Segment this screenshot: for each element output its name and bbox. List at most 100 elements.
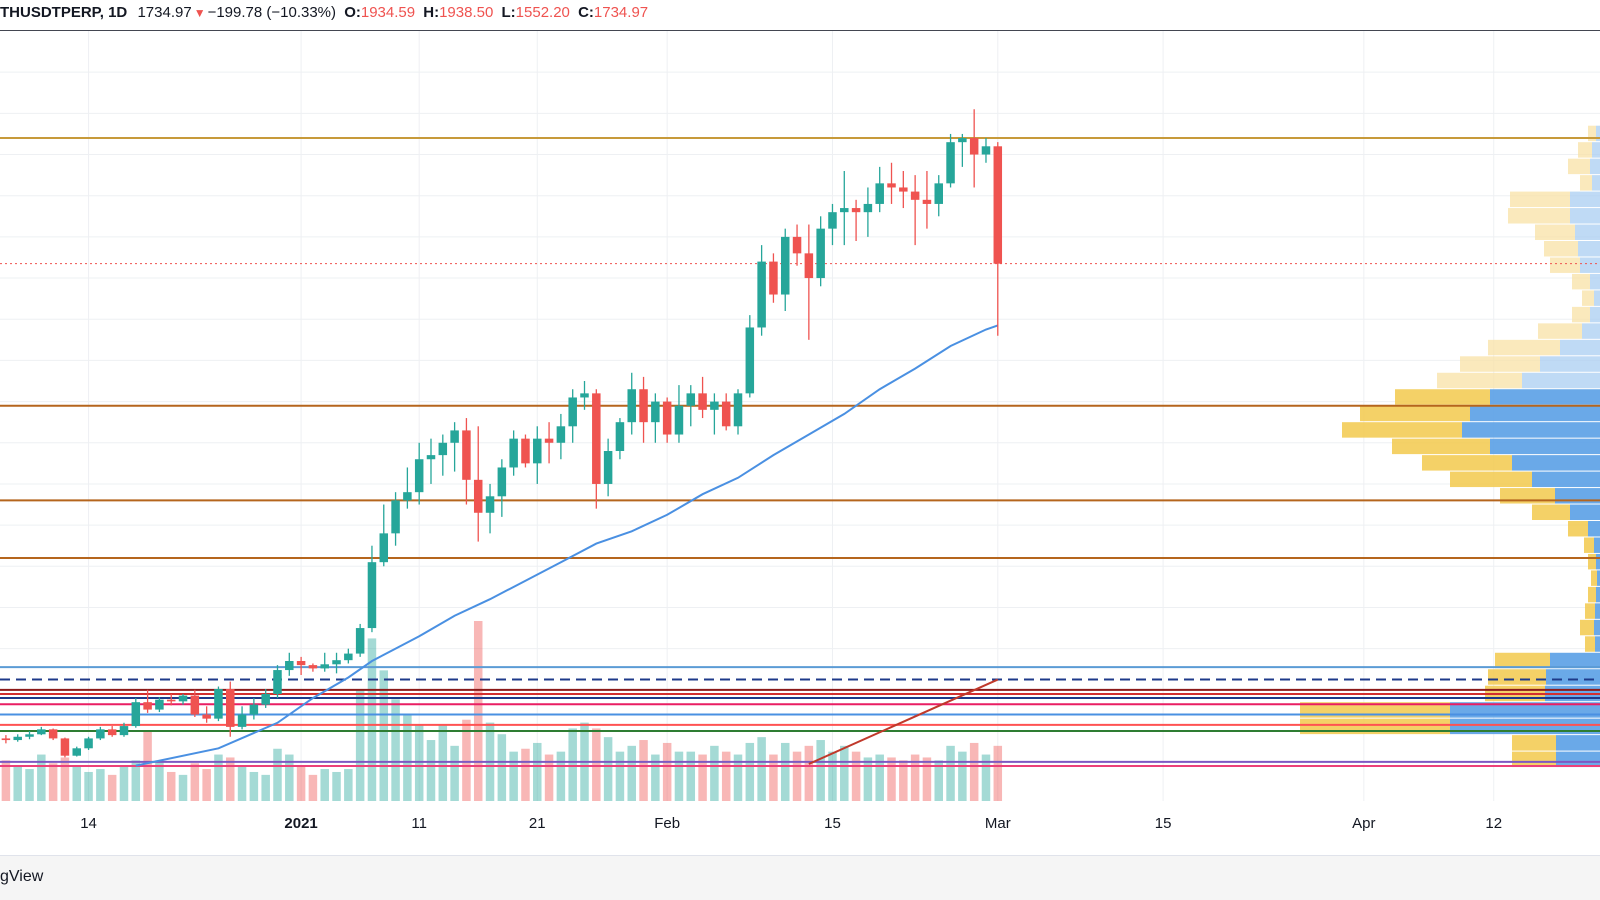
volume-profile-buy (1508, 208, 1570, 224)
candle-body (497, 467, 507, 497)
candle-body (13, 736, 22, 741)
candle-body (745, 327, 755, 394)
volume-bar (875, 754, 884, 801)
candle-body (379, 533, 389, 563)
volume-profile-buy (1460, 356, 1540, 372)
close-label: C: (578, 4, 594, 21)
candle-body (533, 438, 542, 464)
candle-body (119, 726, 129, 736)
volume-profile-buy (1550, 257, 1580, 273)
volume-bar (84, 771, 93, 801)
volume-profile-buy (1572, 306, 1590, 323)
volume-profile-sell (1595, 636, 1600, 652)
x-tick-label: Feb (654, 815, 680, 832)
candle-body (828, 212, 837, 229)
volume-bar (981, 754, 991, 801)
moving-average-line (135, 324, 999, 767)
candle-body (662, 401, 672, 435)
volume-profile-buy (1512, 735, 1556, 751)
volume-bar (757, 737, 766, 801)
volume-profile-sell (1592, 142, 1600, 158)
volume-bar (828, 751, 837, 801)
symbol-name[interactable]: THUSDTPERP (0, 4, 100, 21)
candle-body (344, 653, 353, 661)
price-change: −199.78 (−10.33%) (207, 4, 337, 21)
volume-bar (403, 713, 412, 801)
volume-profile-buy (1578, 142, 1592, 158)
candle-body (485, 496, 495, 513)
footer-separator (0, 855, 1600, 856)
volume-bar (899, 760, 908, 801)
volume-profile-buy (1360, 405, 1470, 422)
volume-bar (710, 745, 719, 801)
high-label: H: (423, 4, 440, 21)
volume-profile-sell (1594, 619, 1600, 636)
candle-body (875, 183, 884, 204)
volume-profile-buy (1342, 422, 1462, 438)
volume-profile-sell (1490, 389, 1600, 405)
low-value: 1552.20 (515, 4, 570, 21)
volume-bar (969, 742, 979, 801)
volume-profile-buy (1532, 504, 1570, 520)
candle-body (674, 405, 684, 435)
candle-body (60, 738, 70, 756)
candle-body (226, 689, 235, 727)
candle-body (780, 236, 790, 295)
candle-body (96, 729, 105, 739)
volume-bar (804, 745, 814, 801)
candle-body (462, 430, 471, 480)
volume-bar (627, 745, 636, 801)
volume-bar (946, 745, 955, 801)
candle-body (296, 661, 306, 666)
volume-profile-sell (1578, 241, 1600, 257)
last-price: 1734.97 (137, 4, 192, 21)
candle-body (757, 261, 766, 328)
interval-label[interactable]: 1D (108, 4, 128, 21)
volume-bar (521, 748, 530, 801)
candle-body (568, 397, 577, 427)
volume-bar (603, 737, 613, 801)
volume-bar (840, 745, 849, 801)
high-value: 1938.50 (439, 4, 494, 21)
volume-bar (733, 754, 743, 801)
volume-profile-sell (1590, 158, 1600, 175)
candle-body (804, 253, 814, 279)
candle-body (698, 393, 707, 410)
volume-profile-buy (1588, 553, 1596, 570)
brand-label[interactable]: gView (0, 868, 44, 885)
candle-body (509, 438, 518, 468)
candle-body (686, 393, 696, 406)
candle-body (792, 236, 802, 254)
volume-profile-buy (1488, 339, 1560, 356)
candle-body (816, 228, 825, 279)
volume-bar (533, 742, 542, 801)
candle-body (367, 562, 377, 629)
volume-bar (934, 760, 943, 801)
volume-profile-buy (1582, 290, 1594, 306)
volume-bar (592, 728, 601, 801)
volume-bar (226, 757, 235, 801)
volume-profile-sell (1490, 438, 1600, 455)
volume-bar (887, 757, 896, 801)
low-label: L: (501, 4, 516, 21)
chart-top-border (0, 30, 1600, 31)
volume-profile-buy (1437, 372, 1522, 389)
volume-bar (332, 771, 341, 801)
volume-bar (37, 754, 46, 801)
volume-profile-buy (1395, 389, 1490, 405)
candle-body (308, 665, 318, 669)
x-tick-label: Apr (1352, 815, 1375, 832)
time-axis[interactable]: 14 2021 11 21 Feb 15 Mar 15 Apr 12 (80, 815, 1502, 832)
volume-bar (237, 766, 247, 801)
volume-bar (721, 751, 731, 801)
price-chart[interactable]: 14 2021 11 21 Feb 15 Mar 15 Apr 12 (0, 31, 1600, 855)
volume-profile-sell (1575, 224, 1600, 240)
candle-body (438, 442, 448, 456)
candle-body (521, 438, 530, 464)
volume-profile-sell (1556, 735, 1600, 751)
open-value: 1934.59 (360, 4, 416, 21)
candle-body (710, 401, 719, 410)
volume-profile-sell (1570, 191, 1600, 208)
candle-body (273, 670, 282, 694)
candle-body (249, 704, 259, 715)
